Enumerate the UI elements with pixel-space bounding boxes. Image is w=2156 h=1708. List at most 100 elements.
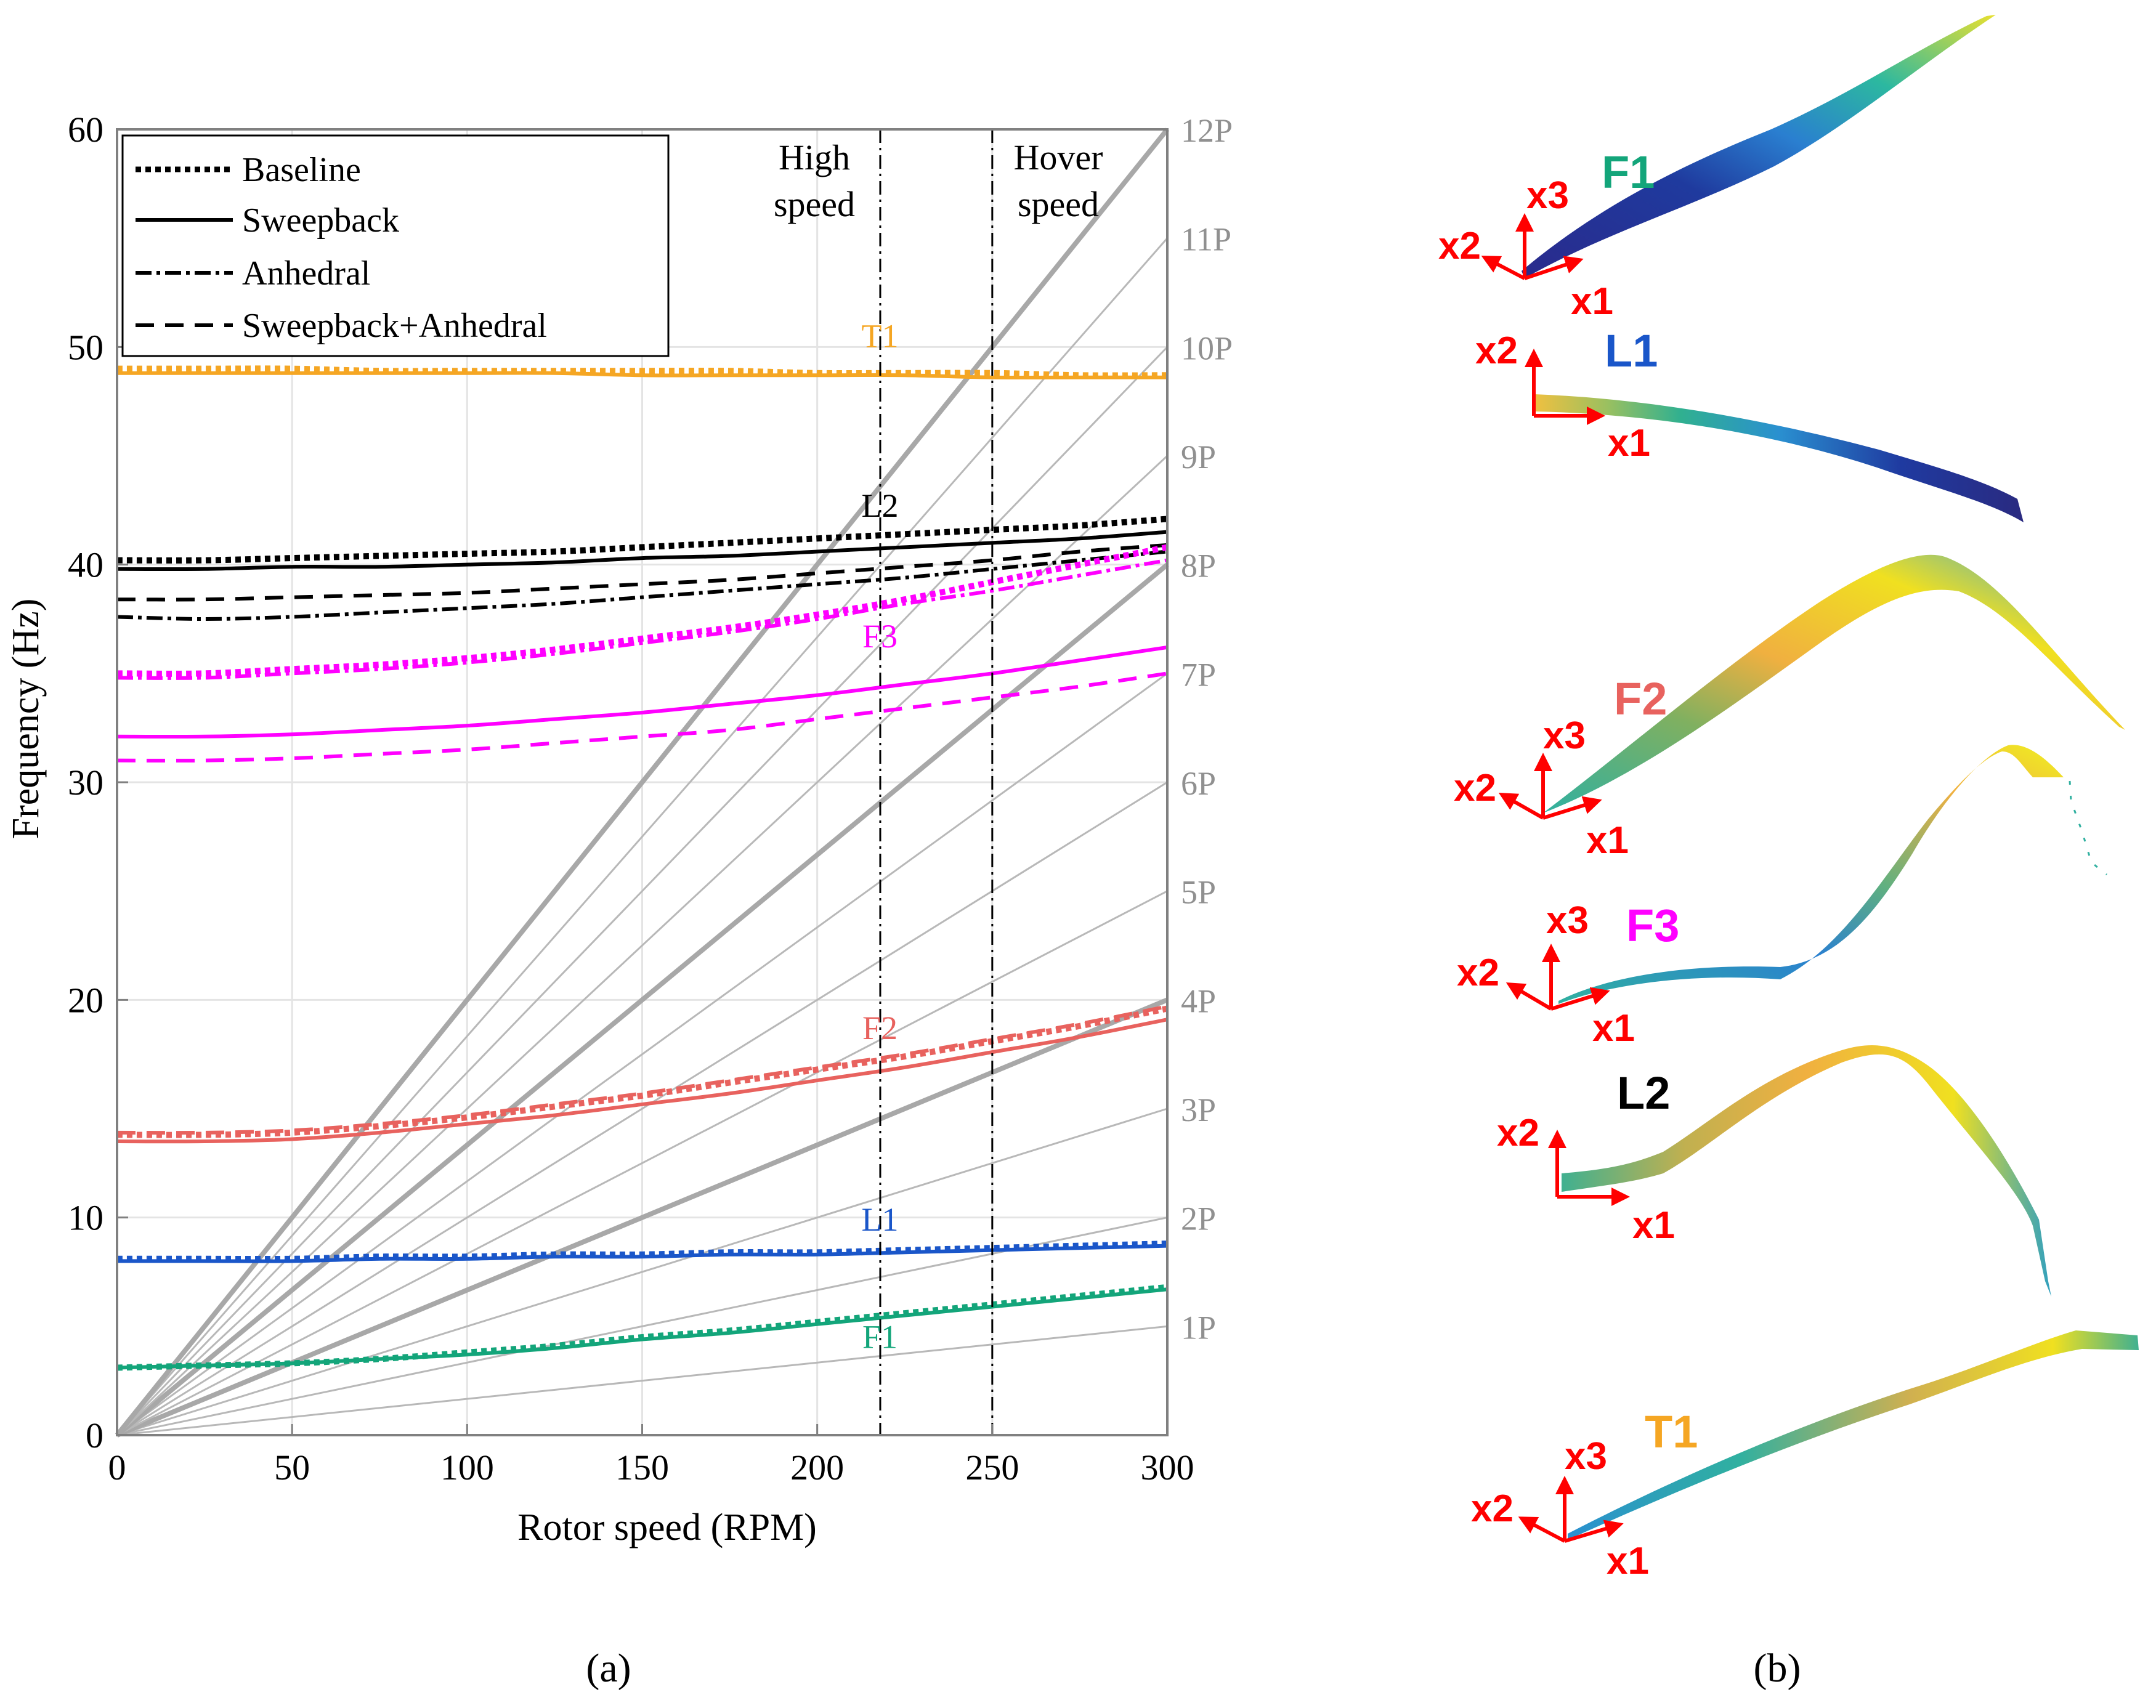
per-rev-line-5p <box>116 890 1168 1436</box>
f2-shape-surface <box>1543 554 2125 813</box>
y-tick-label: 10 <box>68 1198 103 1238</box>
hover-speed-label-1: Hover <box>1014 137 1103 177</box>
f2-x2-arrow <box>1498 793 1544 820</box>
mode-label-f2: F2 <box>862 1010 898 1046</box>
t1-x1-arrow <box>1564 1520 1624 1543</box>
high-speed-label-2: speed <box>774 184 855 224</box>
l1-axes-triad: x2 x1 <box>1475 330 1650 464</box>
f2-axes-triad: x3 x2 x1 <box>1454 714 1629 862</box>
mode-shape-t1: T1 x3 x2 x1 <box>1471 1330 2139 1582</box>
mode-shape-l1: L1 x2 x1 <box>1475 325 2024 522</box>
f3-shape-label: F3 <box>1626 900 1679 951</box>
f3-shape-tip <box>2069 780 2107 876</box>
per-rev-label-11p: 11P <box>1181 221 1231 258</box>
mode-shapes-panel-b: F1 x3 x2 x1 L1 x2 x1 F2 <box>1438 15 2139 1691</box>
y-tick-label: 40 <box>68 545 103 585</box>
y-tick-label: 0 <box>86 1415 103 1455</box>
l2-shape-label: L2 <box>1617 1067 1670 1119</box>
y-tick-label: 60 <box>68 110 103 150</box>
mode-label-f1: F1 <box>862 1319 898 1356</box>
y-tick-label: 20 <box>68 980 103 1020</box>
x-tick-label: 300 <box>1141 1447 1194 1487</box>
f3-x2-label: x2 <box>1457 952 1499 994</box>
per-rev-label-10p: 10P <box>1181 330 1233 366</box>
mode-labels: T1 L2 F3 F2 L1 F1 <box>862 317 899 1355</box>
chart-panel-a: 0 50 100 150 200 250 300 0 10 20 30 40 50 60 1P 2P 3P 4P 5… <box>5 110 1233 1691</box>
x-tick-label: 200 <box>790 1447 844 1487</box>
f1-x1-label: x1 <box>1571 280 1613 323</box>
f3-x1-label: x1 <box>1592 1007 1635 1050</box>
series-f2-sweepback <box>116 1018 1168 1144</box>
x-tick-label: 150 <box>615 1447 669 1487</box>
mode-shape-l2: L2 x2 x1 <box>1497 1045 2051 1297</box>
per-rev-line-9p <box>116 455 1169 1436</box>
per-rev-label-7p: 7P <box>1181 656 1216 693</box>
per-rev-line-11p <box>116 237 1169 1436</box>
f3-x2-arrow <box>1506 982 1552 1011</box>
per-rev-label-4p: 4P <box>1181 982 1216 1019</box>
legend-label-sweepback: Sweepback <box>242 201 399 240</box>
f3-x1-arrow <box>1550 987 1610 1011</box>
l2-x2-label: x2 <box>1497 1112 1539 1154</box>
per-rev-label-1p: 1P <box>1181 1309 1216 1346</box>
f3-axes-triad: x3 x2 x1 <box>1457 899 1635 1050</box>
series-l2-baseline <box>116 516 1168 564</box>
f3-x3-label: x3 <box>1546 899 1589 942</box>
y-axis-label: Frequency (Hz) <box>5 599 47 840</box>
per-rev-label-3p: 3P <box>1181 1091 1216 1128</box>
series-f3-baseline <box>116 544 1168 677</box>
mode-shape-f1: F1 x3 x2 x1 <box>1438 15 1996 323</box>
mode-shape-f2: F2 x3 x2 x1 <box>1454 554 2125 862</box>
per-rev-label-5p: 5P <box>1181 874 1216 911</box>
f2-x1-arrow <box>1542 796 1602 820</box>
f1-axes-triad: x3 x2 x1 <box>1438 174 1613 323</box>
f2-shape-label: F2 <box>1614 673 1667 724</box>
l1-shape-label: L1 <box>1605 325 1658 376</box>
x-axis-label: Rotor speed (RPM) <box>517 1507 817 1548</box>
t1-shape-label: T1 <box>1645 1406 1698 1457</box>
f3-shape-surface <box>1558 745 2064 1004</box>
l2-x1-label: x1 <box>1632 1204 1675 1247</box>
x-tick-label: 0 <box>108 1447 126 1487</box>
mode-label-t1: T1 <box>862 317 899 354</box>
per-rev-label-12p: 12P <box>1181 112 1233 149</box>
subcaption-a: (a) <box>586 1646 631 1691</box>
f1-shape-label: F1 <box>1602 147 1655 198</box>
per-rev-line-7p <box>116 673 1168 1436</box>
x-tick-label: 100 <box>440 1447 494 1487</box>
t1-x3-label: x3 <box>1565 1435 1607 1478</box>
per-rev-label-8p: 8P <box>1181 548 1216 585</box>
speed-markers <box>879 129 994 1435</box>
f2-x1-label: x1 <box>1586 819 1629 862</box>
y-tick-label: 30 <box>68 763 103 803</box>
t1-axes-triad: x3 x2 x1 <box>1471 1435 1649 1582</box>
l2-axes-triad: x2 x1 <box>1497 1112 1675 1247</box>
y-tick-label: 50 <box>68 327 103 367</box>
per-rev-line-3p <box>116 1107 1168 1436</box>
legend-label-anhedral: Anhedral <box>242 254 370 293</box>
series-l2-anhedral <box>116 549 1168 621</box>
legend-box <box>121 134 670 357</box>
f1-x2-arrow <box>1481 256 1526 280</box>
axis-ticks: 0 50 100 150 200 250 300 0 10 20 30 40 50 60 1P 2P 3P 4P 5… <box>68 110 1233 1487</box>
per-rev-label-6p: 6P <box>1181 765 1216 802</box>
hover-speed-label-2: speed <box>1018 184 1099 224</box>
per-rev-label-9p: 9P <box>1181 439 1216 476</box>
mode-label-l1: L1 <box>862 1201 899 1238</box>
l1-x1-label: x1 <box>1608 422 1650 464</box>
f2-x2-label: x2 <box>1454 767 1496 809</box>
t1-x2-arrow <box>1518 1516 1566 1543</box>
f1-x1-arrow <box>1524 256 1584 280</box>
per-rev-line-1p <box>116 1325 1168 1436</box>
t1-x2-label: x2 <box>1471 1487 1514 1530</box>
f2-x3-label: x3 <box>1543 714 1586 757</box>
mode-shape-f3: F3 x3 x2 x1 <box>1457 745 2107 1050</box>
t1-x1-label: x1 <box>1607 1540 1649 1582</box>
per-rev-label-2p: 2P <box>1181 1200 1216 1237</box>
f1-shape-surface <box>1522 15 1996 278</box>
legend: Baseline Sweepback Anhedral Sweepback+An… <box>121 134 670 357</box>
x-tick-label: 250 <box>965 1447 1019 1487</box>
mode-label-f3: F3 <box>862 618 898 655</box>
